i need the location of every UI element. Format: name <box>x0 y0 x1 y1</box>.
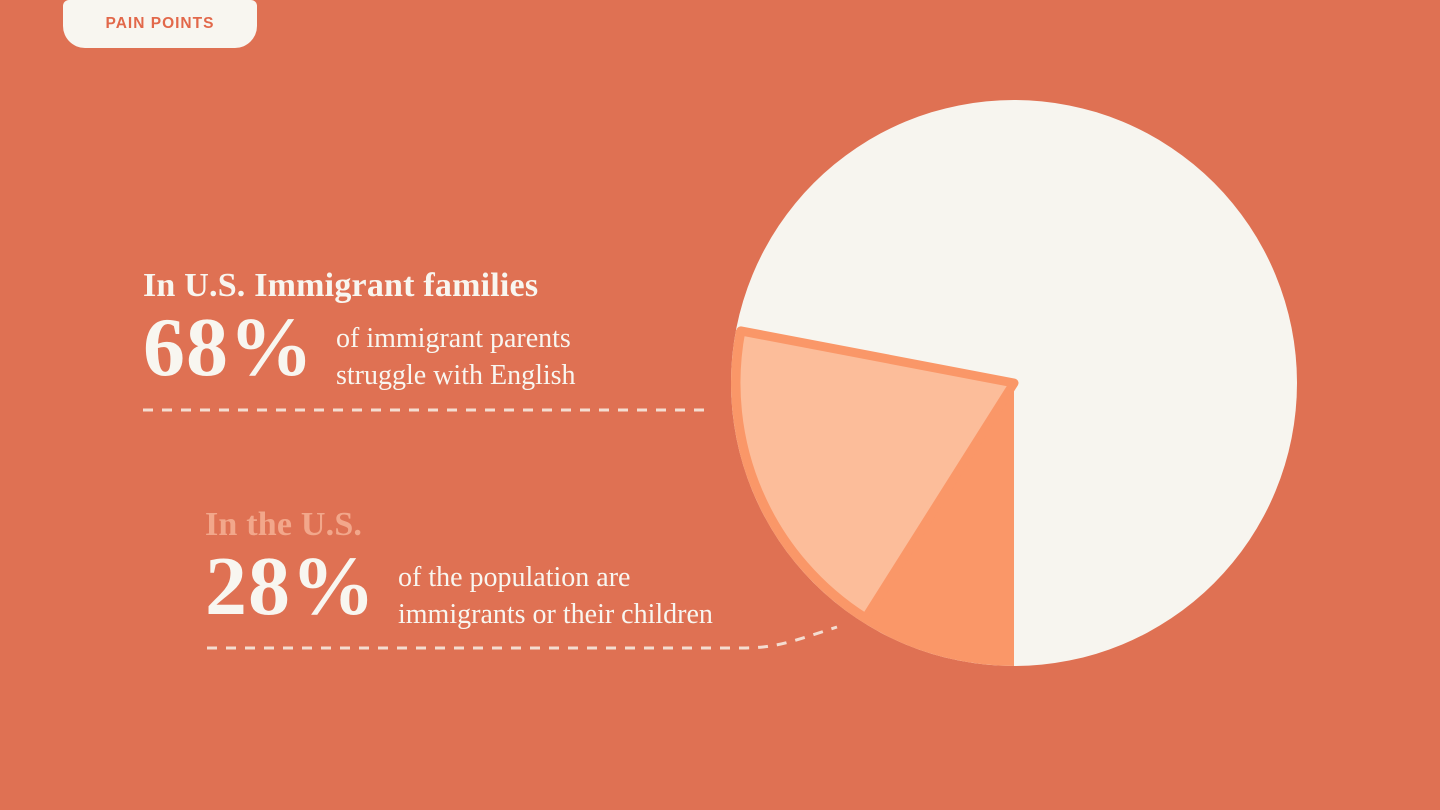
stat-desc-line: of immigrant parents <box>336 323 571 354</box>
stat-desc-line: of the population are <box>398 562 631 593</box>
stat-block-28: In the U.S. 28% of the population are im… <box>205 505 713 633</box>
pie-chart <box>730 100 1297 666</box>
stat-desc-line: struggle with English <box>336 360 576 391</box>
pain-points-badge: PAIN POINTS <box>63 0 257 48</box>
pie-subslice-68pct <box>731 326 1019 623</box>
dashed-underline-68 <box>143 408 704 412</box>
stat-title-in-the-us: In the U.S. <box>205 506 363 543</box>
stat-block-68: In U.S. Immigrant families 68% of immigr… <box>143 266 576 394</box>
stat-description-28: of the population are immigrants or thei… <box>398 545 713 633</box>
stat-description-68: of immigrant parents struggle with Engli… <box>336 306 576 394</box>
stat-value-28: 28% <box>205 540 376 633</box>
stat-value-68: 68% <box>143 301 314 394</box>
stat-title-immigrant-families: In U.S. Immigrant families <box>143 267 539 304</box>
stat-desc-line: immigrants or their children <box>398 599 713 630</box>
dashed-leader-line-28 <box>207 625 838 650</box>
badge-label: PAIN POINTS <box>105 15 215 32</box>
